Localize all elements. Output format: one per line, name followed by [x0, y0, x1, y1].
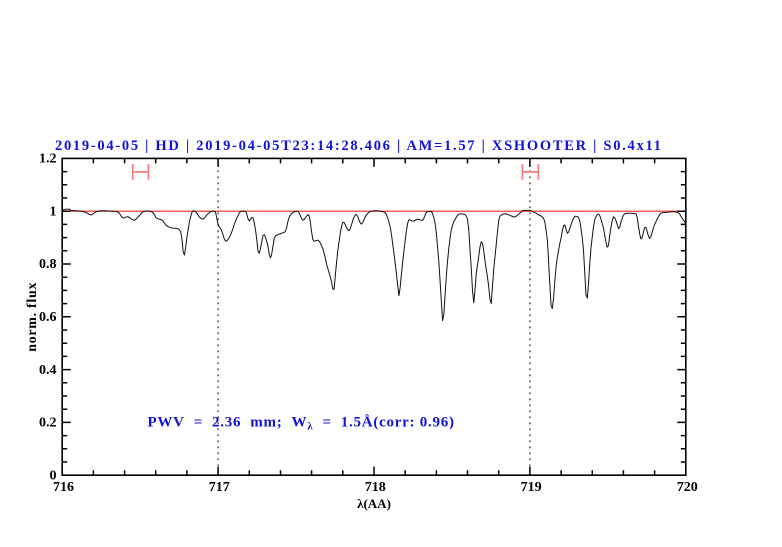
svg-text:0: 0	[50, 468, 57, 483]
svg-text:1.2: 1.2	[39, 152, 57, 167]
svg-text:720: 720	[677, 480, 698, 495]
svg-text:0.4: 0.4	[39, 363, 57, 378]
svg-text:719: 719	[521, 480, 542, 495]
svg-text:0.6: 0.6	[39, 310, 57, 325]
svg-text:0.8: 0.8	[39, 257, 57, 272]
svg-text:716: 716	[53, 480, 74, 495]
svg-text:718: 718	[365, 480, 386, 495]
svg-text:λ(AA): λ(AA)	[357, 496, 391, 511]
svg-text:0.2: 0.2	[39, 416, 57, 431]
svg-text:PWV = 2.36 mm; Wλ = 1.5Å: PWV = 2.36 mm; Wλ = 1.5Å(corr: 0.96)	[148, 414, 455, 432]
svg-text:2019-04-05 | HD | 2019-04-05T2: 2019-04-05 | HD | 2019-04-05T23:14:28.40…	[55, 138, 663, 154]
svg-text:1: 1	[50, 204, 57, 219]
svg-text:717: 717	[209, 480, 230, 495]
svg-text:norm. flux: norm. flux	[25, 282, 40, 352]
